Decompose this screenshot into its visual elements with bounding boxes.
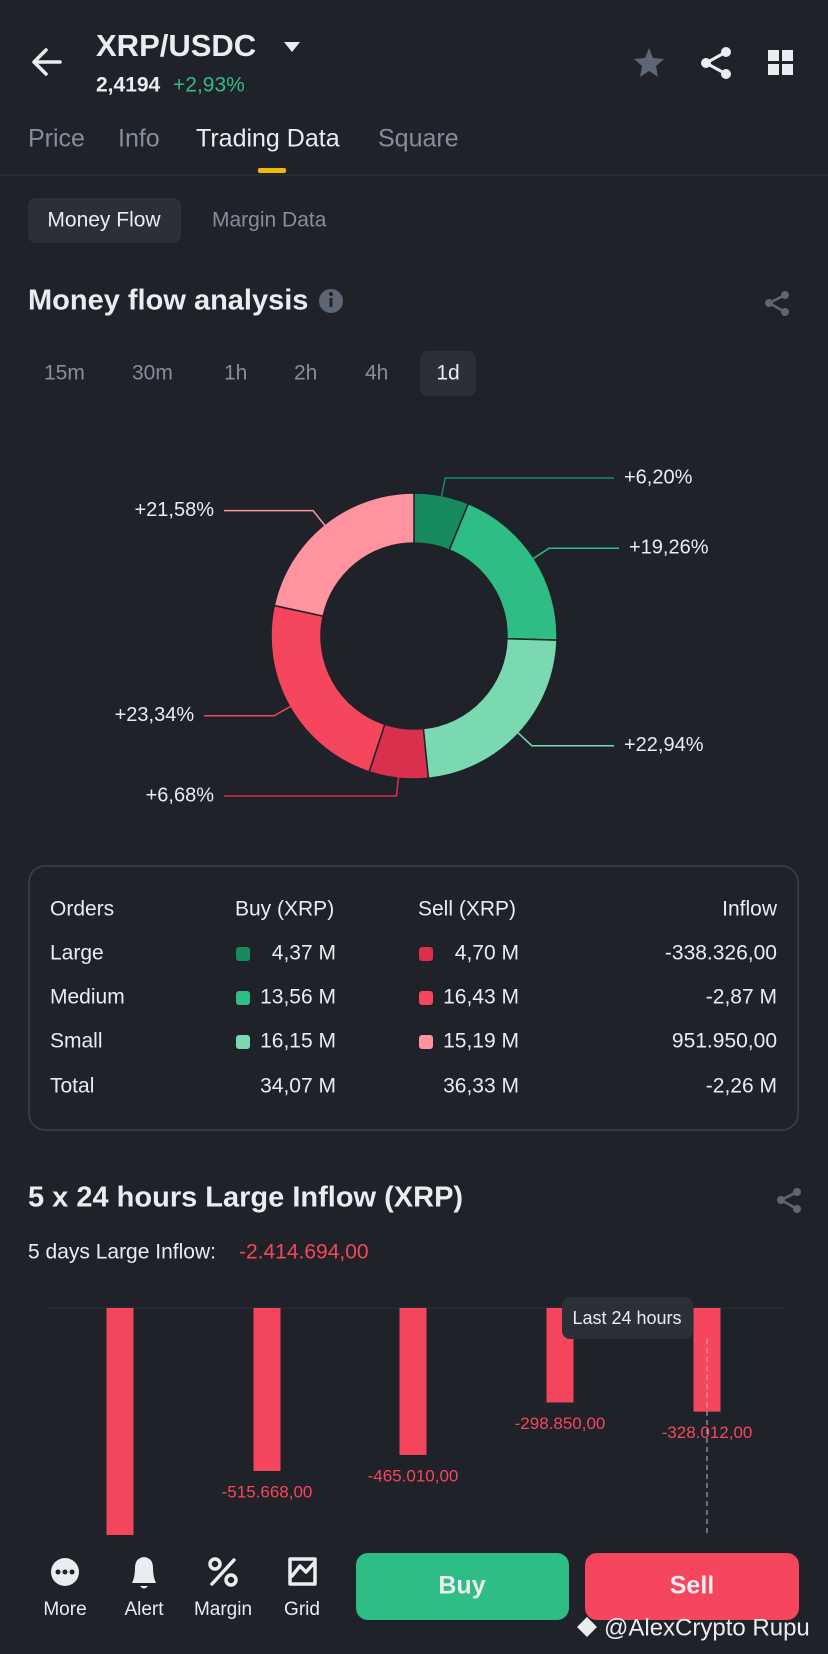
interval[interactable]: 2h bbox=[294, 362, 317, 385]
sub-tab-pill bbox=[28, 198, 181, 243]
legend-swatch bbox=[419, 1035, 433, 1049]
tab-indicator bbox=[258, 168, 286, 173]
watermark-logo bbox=[577, 1617, 597, 1637]
value-label: +6,20% bbox=[624, 466, 693, 488]
margin-icon[interactable] bbox=[208, 1557, 238, 1587]
buy-button[interactable] bbox=[356, 1553, 569, 1620]
bar bbox=[106, 1308, 134, 1564]
table-box bbox=[28, 865, 799, 1131]
table-cell: 15,19 M bbox=[443, 1030, 519, 1053]
leader-line bbox=[224, 770, 401, 797]
sub-tab[interactable]: Margin Data bbox=[212, 209, 327, 232]
price-change: +2,93% bbox=[173, 74, 245, 97]
interval[interactable]: 4h bbox=[365, 362, 388, 385]
tooltip bbox=[562, 1297, 693, 1339]
alert-icon[interactable] bbox=[132, 1557, 156, 1589]
value-label: +21,58% bbox=[134, 499, 214, 521]
table-cell: 4,70 M bbox=[455, 942, 519, 965]
leader-line bbox=[224, 509, 330, 532]
tab[interactable]: Info bbox=[118, 125, 160, 153]
section-title: 5 x 24 hours Large Inflow (XRP) bbox=[28, 1182, 463, 1214]
legend-swatch bbox=[236, 1035, 250, 1049]
buy-label[interactable]: Buy bbox=[438, 1572, 485, 1600]
table-cell: Small bbox=[50, 1030, 103, 1053]
value-label: +22,94% bbox=[624, 734, 704, 756]
back-button[interactable] bbox=[32, 48, 62, 76]
leader-line bbox=[526, 547, 620, 564]
nav-label[interactable]: Alert bbox=[124, 1599, 164, 1620]
table-header: Buy (XRP) bbox=[235, 898, 334, 921]
legend-swatch bbox=[236, 991, 250, 1005]
value-label: +19,26% bbox=[629, 537, 709, 559]
interval[interactable]: 1d bbox=[436, 362, 459, 385]
interval[interactable]: 30m bbox=[132, 362, 173, 385]
value-label: +23,34% bbox=[115, 704, 195, 726]
donut-segment bbox=[270, 604, 386, 773]
value-label: -515.668,00 bbox=[222, 1482, 313, 1501]
value-label: +6,68% bbox=[146, 784, 215, 806]
total-value: -2.414.694,00 bbox=[239, 1241, 369, 1264]
favorite-button[interactable] bbox=[634, 48, 664, 77]
info-icon[interactable] bbox=[319, 289, 343, 313]
table-cell: -2,26 M bbox=[706, 1075, 777, 1098]
table-cell: 951.950,00 bbox=[672, 1030, 777, 1053]
price: 2,4194 bbox=[96, 74, 161, 97]
bar bbox=[399, 1308, 427, 1455]
table-cell: 34,07 M bbox=[260, 1075, 336, 1098]
value-label: -298.850,00 bbox=[515, 1414, 606, 1433]
watermark: @AlexCrypto Rupu bbox=[604, 1614, 810, 1641]
donut-segment bbox=[273, 492, 415, 618]
nav-label[interactable]: More bbox=[43, 1599, 86, 1620]
share-icon[interactable] bbox=[777, 1188, 801, 1213]
leader-line bbox=[512, 727, 614, 747]
table-cell: Medium bbox=[50, 986, 125, 1009]
total-label: 5 days Large Inflow: bbox=[28, 1241, 216, 1264]
interval[interactable]: 1h bbox=[224, 362, 247, 385]
table-header: Inflow bbox=[722, 898, 778, 921]
table-cell: 13,56 M bbox=[260, 986, 336, 1009]
table-cell: 36,33 M bbox=[443, 1075, 519, 1098]
legend-swatch bbox=[236, 947, 250, 961]
table-cell: 16,15 M bbox=[260, 1030, 336, 1053]
section-title: Money flow analysis bbox=[28, 285, 308, 317]
more-icon[interactable] bbox=[51, 1558, 79, 1586]
share-icon[interactable] bbox=[765, 291, 789, 316]
table-cell: -338.326,00 bbox=[665, 942, 777, 965]
table-cell: Total bbox=[50, 1075, 94, 1098]
legend-swatch bbox=[419, 991, 433, 1005]
pair[interactable]: XRP/USDC bbox=[96, 28, 256, 63]
interval-pill bbox=[420, 351, 476, 396]
sub-tab-active[interactable]: Money Flow bbox=[47, 209, 161, 232]
table-header: Orders bbox=[50, 898, 114, 921]
tab[interactable]: Price bbox=[28, 125, 85, 153]
table-cell: 16,43 M bbox=[443, 986, 519, 1009]
tooltip-text: Last 24 hours bbox=[572, 1308, 681, 1328]
leader-line bbox=[204, 702, 298, 717]
nav-label[interactable]: Grid bbox=[284, 1599, 320, 1620]
tab-active[interactable]: Trading Data bbox=[196, 125, 340, 153]
table-cell: -2,87 M bbox=[706, 986, 777, 1009]
sell-label[interactable]: Sell bbox=[670, 1572, 714, 1600]
grid-icon[interactable] bbox=[288, 1557, 317, 1586]
nav-label[interactable]: Margin bbox=[194, 1599, 252, 1620]
pair-dropdown[interactable] bbox=[284, 42, 300, 52]
interval[interactable]: 15m bbox=[44, 362, 85, 385]
table-header: Sell (XRP) bbox=[418, 898, 516, 921]
legend-swatch bbox=[419, 947, 433, 961]
value-label: -465.010,00 bbox=[368, 1466, 459, 1485]
leader-line bbox=[439, 477, 614, 504]
share-button[interactable] bbox=[701, 47, 731, 79]
layout-button[interactable] bbox=[768, 50, 793, 75]
bar bbox=[253, 1308, 281, 1471]
table-cell: 4,37 M bbox=[272, 942, 336, 965]
sell-button[interactable] bbox=[585, 1553, 799, 1620]
table-cell: Large bbox=[50, 942, 104, 965]
tab[interactable]: Square bbox=[378, 125, 459, 153]
